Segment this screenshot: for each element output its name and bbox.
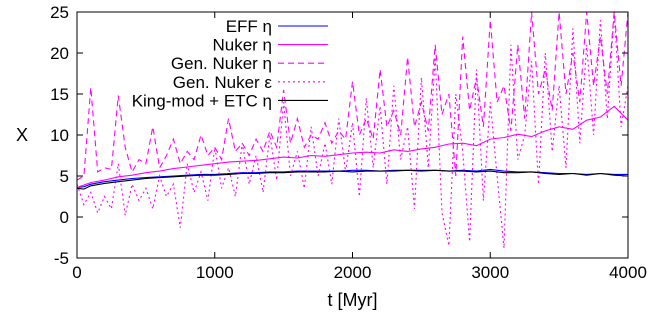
series-line-5 [77,169,628,190]
series-line-4 [77,12,628,249]
legend-label-3: Gen. Nuker η [171,54,272,73]
plot-frame [76,11,629,259]
y-tick-label: 10 [50,126,69,145]
y-tick-label: 0 [60,208,69,227]
x-tick-label: 3000 [471,263,509,282]
y-tick-label: 25 [50,3,69,22]
series-line-2 [77,105,628,189]
y-tick-label: -5 [54,249,69,268]
y-tick-label: 20 [50,44,69,63]
y-axis-label: X [16,125,28,145]
plot-border [76,11,629,259]
x-tick-label: 0 [72,263,81,282]
legend-label-1: EFF η [226,17,272,36]
legend-label-2: Nuker η [212,36,272,55]
y-tick-label: 5 [60,167,69,186]
legend-label-5: King-mod + ETC η [132,91,272,110]
x-tick-label: 2000 [334,263,372,282]
y-tick-label: 15 [50,85,69,104]
x-tick-label: 4000 [609,263,647,282]
x-tick-label: 1000 [196,263,234,282]
x-axis-label: t [Myr] [328,290,378,310]
series-layer [77,12,628,249]
legend-label-4: Gen. Nuker ε [173,73,273,92]
series-line-3 [77,12,628,181]
